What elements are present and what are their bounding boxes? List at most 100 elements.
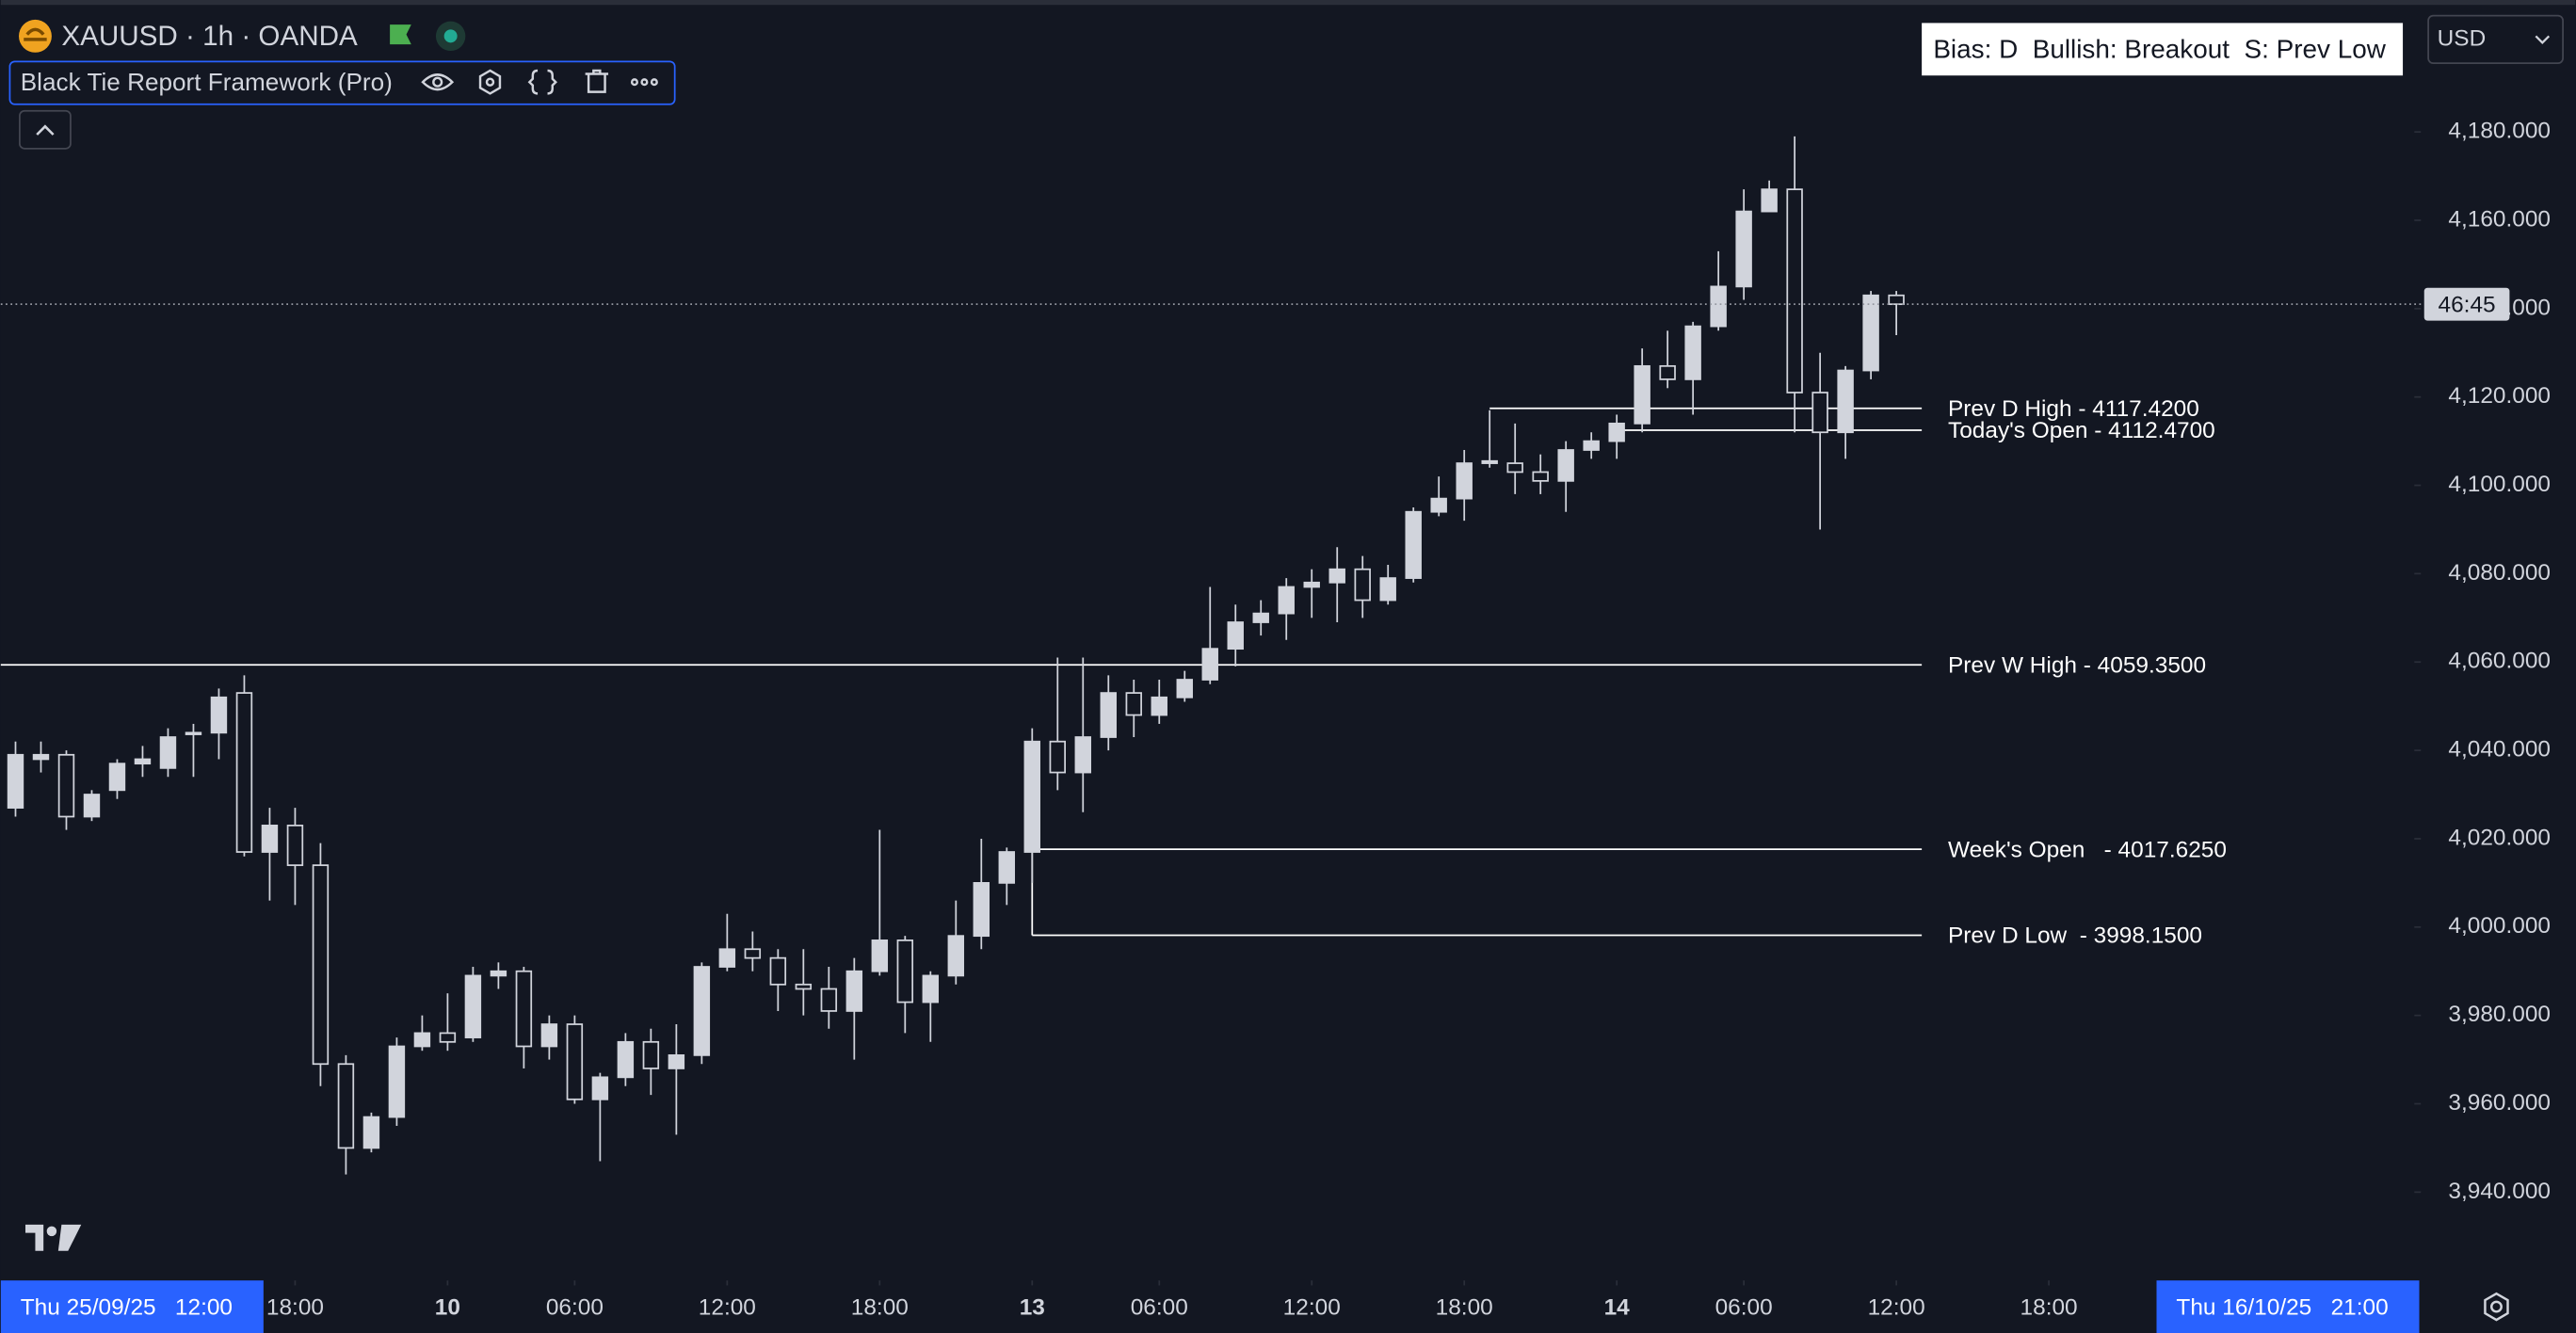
candle-body bbox=[1557, 449, 1574, 482]
candle-body bbox=[261, 824, 279, 853]
level-label: Prev D Low - 3998.1500 bbox=[1948, 923, 2202, 949]
candle-body bbox=[845, 970, 863, 1012]
x-tick-label: 18:00 bbox=[1436, 1294, 1493, 1320]
logo bbox=[24, 1224, 82, 1251]
candle-body bbox=[1227, 621, 1244, 650]
level-label: Week's Open - 4017.6250 bbox=[1948, 837, 2227, 862]
currency-select[interactable] bbox=[2427, 14, 2564, 65]
candle-body bbox=[1761, 188, 1778, 213]
symbol-title: XAUUSD · 1h · OANDA bbox=[61, 21, 358, 52]
candle-body bbox=[1735, 210, 1752, 288]
candle-body bbox=[718, 948, 736, 968]
candle-body bbox=[1278, 586, 1295, 615]
candle-body bbox=[362, 1116, 380, 1149]
candle-body bbox=[1125, 692, 1142, 716]
candle-body bbox=[820, 988, 838, 1012]
y-tick-label: 4,180.000 bbox=[2448, 119, 2551, 144]
candle-body bbox=[744, 948, 762, 959]
candle-body bbox=[490, 970, 507, 977]
candle-body bbox=[464, 974, 482, 1038]
candle-body bbox=[1862, 294, 1879, 372]
candle-body bbox=[1684, 325, 1701, 380]
collapse-icon bbox=[36, 124, 55, 136]
status-dot bbox=[443, 29, 458, 43]
candle-body bbox=[540, 1023, 558, 1048]
candle-body bbox=[668, 1054, 685, 1069]
collapse-button[interactable] bbox=[19, 109, 72, 150]
candle-body bbox=[134, 758, 152, 765]
candle-body bbox=[413, 1032, 431, 1048]
candle-body bbox=[1201, 648, 1218, 681]
candle-body bbox=[1328, 568, 1345, 584]
flag-icon[interactable] bbox=[390, 24, 411, 45]
candle-body bbox=[1354, 568, 1371, 602]
level-label: Prev W High - 4059.3500 bbox=[1948, 652, 2206, 678]
candle-body bbox=[1786, 188, 1803, 393]
candle-body bbox=[312, 864, 330, 1066]
candle-body bbox=[1100, 692, 1117, 738]
indicator-box[interactable] bbox=[8, 60, 676, 105]
candle-body bbox=[947, 935, 965, 977]
x-tick-label: 12:00 bbox=[1868, 1294, 1925, 1320]
plot-area: 3,940.000 3,960.000 3,980.000 4,000.000 4,02… bbox=[0, 119, 2551, 1320]
candle-body bbox=[998, 851, 1016, 884]
y-tick-label: 3,940.000 bbox=[2448, 1179, 2551, 1204]
candle-body bbox=[1710, 285, 1727, 328]
candle-body bbox=[1074, 736, 1091, 774]
indicator-icons[interactable] bbox=[421, 69, 658, 95]
currency-text: USD bbox=[2438, 25, 2487, 51]
settings-icon[interactable] bbox=[2484, 1292, 2509, 1322]
y-tick-label: 4,000.000 bbox=[2448, 913, 2551, 939]
candle-body bbox=[159, 736, 177, 769]
countdown-box bbox=[2423, 287, 2510, 321]
candle-body bbox=[32, 753, 50, 761]
candle-body bbox=[1481, 459, 1498, 464]
bias-box bbox=[1922, 23, 2404, 76]
x-tick-label: 18:00 bbox=[2021, 1294, 2078, 1320]
y-tick-label: 4,160.000 bbox=[2448, 206, 2551, 232]
end-date: Thu 16/10/25 21:00 bbox=[2176, 1294, 2388, 1320]
candle-body bbox=[83, 794, 101, 818]
candle-body bbox=[1023, 740, 1041, 853]
y-tick-label: 4,040.000 bbox=[2448, 737, 2551, 763]
candle-body bbox=[57, 753, 75, 818]
x-tick-label: 18:00 bbox=[851, 1294, 909, 1320]
candle-body bbox=[1888, 294, 1905, 306]
candle-body bbox=[795, 983, 813, 990]
candle-body bbox=[1303, 581, 1320, 588]
candle-body bbox=[515, 970, 533, 1048]
candle-body bbox=[1837, 369, 1854, 434]
candle-body bbox=[1532, 471, 1549, 482]
candle-body bbox=[591, 1076, 609, 1100]
candle-body bbox=[286, 824, 304, 866]
x-tick-label: 18:00 bbox=[266, 1294, 324, 1320]
candle-body bbox=[769, 956, 787, 986]
y-tick-label: 4,020.000 bbox=[2448, 825, 2551, 850]
start-date-box bbox=[0, 1280, 264, 1333]
x-tick-label: 12:00 bbox=[699, 1294, 756, 1320]
candle-body bbox=[922, 974, 940, 1004]
candle-body bbox=[1405, 510, 1422, 579]
candle-body bbox=[235, 692, 253, 853]
y-tick-label: 3,980.000 bbox=[2448, 1002, 2551, 1027]
candle-body bbox=[210, 696, 228, 734]
y-tick-label: 4,100.000 bbox=[2448, 472, 2551, 497]
candle-body bbox=[973, 881, 990, 938]
x-tick-label: 06:00 bbox=[1715, 1294, 1773, 1320]
candle-body bbox=[1151, 696, 1167, 716]
candle-body bbox=[108, 763, 126, 792]
candle-body bbox=[388, 1045, 406, 1118]
candle-body bbox=[896, 940, 914, 1004]
candle-body bbox=[617, 1040, 635, 1079]
candle-body bbox=[1811, 392, 1828, 434]
x-tick-label: 06:00 bbox=[1131, 1294, 1188, 1320]
candle-body bbox=[1506, 462, 1523, 474]
countdown: 46:45 bbox=[2439, 292, 2496, 317]
bias-text: Bias: D Bullish: Breakout S: Prev Low bbox=[1933, 34, 2386, 63]
candle-body bbox=[1456, 462, 1473, 500]
candle-body bbox=[1176, 679, 1193, 699]
candle-body bbox=[1379, 577, 1396, 602]
y-tick-label: 4,080.000 bbox=[2448, 560, 2551, 586]
y-tick-label: 3,960.000 bbox=[2448, 1090, 2551, 1116]
candle-body bbox=[693, 966, 711, 1056]
